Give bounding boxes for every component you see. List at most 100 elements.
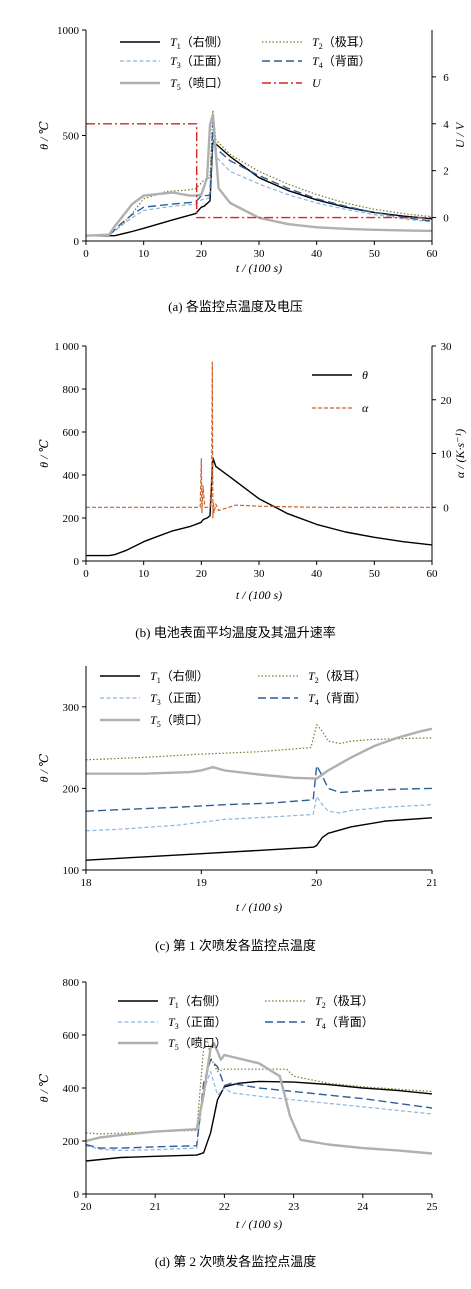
y-tick-label: 500 (63, 131, 80, 143)
y-tick-label: 200 (63, 1136, 80, 1148)
x-tick-label: 21 (427, 877, 438, 889)
legend-label-T3: T3（正面） (150, 691, 209, 707)
y-axis-title: θ / ℃ (37, 1073, 51, 1102)
y2-axis-title: U / V (453, 121, 467, 148)
x-tick-label: 10 (138, 248, 150, 260)
x-tick-label: 40 (311, 248, 323, 260)
series-line-T1 (86, 1080, 432, 1162)
y-tick-label: 1 000 (54, 341, 79, 353)
series-group (86, 724, 432, 861)
legend-label-T5: T5（喷口） (150, 713, 209, 729)
x-tick-label: 20 (196, 568, 208, 580)
y-tick-label: 600 (63, 427, 80, 439)
series-line-T4 (86, 764, 432, 812)
series-line-T5 (86, 113, 432, 237)
series-line-alpha (86, 361, 432, 519)
legend-label-T5: T5（喷口） (170, 76, 229, 92)
x-tick-label: 50 (369, 248, 381, 260)
x-tick-label: 60 (427, 248, 439, 260)
x-tick-label: 19 (196, 877, 208, 889)
chart-a: 0 10 20 30 40 50 60 0 500 1000 0 2 4 6 t / (100 s) θ / … (37, 25, 467, 275)
caption-d: (d) 第 2 次喷发各监控点温度 (154, 1254, 317, 1269)
panel-a: 0 10 20 30 40 50 60 0 500 1000 0 2 4 6 t / (100 s) θ / … (0, 0, 471, 330)
x-tick-label: 20 (311, 877, 323, 889)
y2-tick-label: 6 (443, 72, 449, 84)
panel-c: 18 19 20 21 100 200 300 t / (100 s) θ / ℃ T1（右侧） T… (0, 660, 471, 970)
y2-tick-label: 4 (443, 119, 449, 131)
legend-label-T1: T1（右侧） (168, 993, 227, 1010)
y2-tick-label: 0 (443, 213, 449, 225)
legend-label-T4: T4（背面） (308, 691, 367, 707)
y-tick-label: 0 (74, 1189, 80, 1201)
legend-label-theta: θ (362, 368, 368, 382)
y2-tick-label: 30 (441, 341, 453, 353)
x-tick-label: 20 (81, 1201, 93, 1213)
x-tick-label: 0 (83, 248, 89, 260)
series-line-T2 (86, 724, 432, 761)
x-axis-title: t / (100 s) (236, 1217, 282, 1231)
series-group (86, 1037, 432, 1162)
series-line-T2 (86, 109, 432, 237)
y-tick-label: 200 (63, 783, 80, 795)
y-tick-label: 800 (63, 384, 80, 396)
x-tick-label: 20 (196, 248, 208, 260)
x-tick-label: 30 (254, 568, 266, 580)
series-line-theta (86, 457, 432, 557)
y-axis-title: θ / ℃ (37, 439, 51, 468)
legend-label-T3: T3（正面） (168, 1015, 227, 1031)
x-tick-label: 50 (369, 568, 381, 580)
caption-c: (c) 第 1 次喷发各监控点温度 (155, 938, 316, 953)
legend-label-T2: T2（极耳） (308, 669, 367, 685)
series-line-T4 (86, 122, 432, 237)
series-line-T3 (86, 1070, 432, 1151)
legend-label-T4: T4（背面） (312, 54, 371, 70)
y-tick-label: 0 (74, 236, 80, 248)
y2-axis-title: α / (K·s⁻¹) (453, 429, 467, 478)
y2-tick-label: 10 (441, 449, 453, 461)
series-line-T1 (86, 138, 432, 237)
series-line-T5 (86, 727, 432, 780)
y2-tick-label: 0 (443, 502, 449, 514)
legend-label-T5: T5（喷口） (168, 1036, 227, 1052)
series-line-U (86, 123, 432, 219)
y2-tick-label: 20 (441, 395, 453, 407)
y-tick-label: 1000 (57, 25, 80, 37)
y-axis-title: θ / ℃ (37, 753, 51, 782)
y2-tick-label: 2 (443, 166, 449, 178)
y-tick-label: 600 (63, 1030, 80, 1042)
y-tick-label: 400 (63, 470, 80, 482)
y-tick-label: 300 (63, 702, 80, 714)
y-tick-label: 0 (74, 556, 80, 568)
legend-label-T1: T1（右侧） (170, 34, 229, 51)
y-tick-label: 200 (63, 513, 80, 525)
legend-label-T3: T3（正面） (170, 54, 229, 70)
panel-b: 0 10 20 30 40 50 60 0 200 400 600 800 1 000 0 10 20 30 t … (0, 330, 471, 660)
series-group (86, 109, 432, 237)
y-axis-title: θ / ℃ (37, 121, 51, 150)
y-tick-label: 400 (63, 1083, 80, 1095)
legend-label-T4: T4（背面） (315, 1015, 374, 1031)
legend-label-T2: T2（极耳） (312, 35, 371, 51)
x-axis-title: t / (100 s) (236, 261, 282, 275)
series-line-T3 (86, 796, 432, 832)
series-line-T2 (86, 1037, 432, 1135)
x-tick-label: 30 (254, 248, 266, 260)
x-tick-label: 60 (427, 568, 439, 580)
x-tick-label: 10 (138, 568, 150, 580)
x-axis-title: t / (100 s) (236, 900, 282, 914)
y-tick-label: 100 (63, 865, 80, 877)
chart-d: 20 21 22 23 24 25 0 200 400 600 800 t / (100 s) θ / … (37, 977, 438, 1231)
series-line-T5 (86, 1041, 432, 1155)
x-tick-label: 18 (81, 877, 93, 889)
series-line-T1 (86, 817, 432, 861)
x-tick-label: 24 (357, 1201, 369, 1213)
series-line-T4 (86, 1058, 432, 1149)
legend-label-T2: T2（极耳） (315, 994, 374, 1010)
legend-label-U: U (312, 76, 322, 90)
series-group (86, 361, 432, 557)
x-axis-title: t / (100 s) (236, 588, 282, 602)
series-line-T3 (86, 130, 432, 237)
caption-b: (b) 电池表面平均温度及其温升速率 (135, 625, 336, 640)
x-tick-label: 21 (150, 1201, 161, 1213)
